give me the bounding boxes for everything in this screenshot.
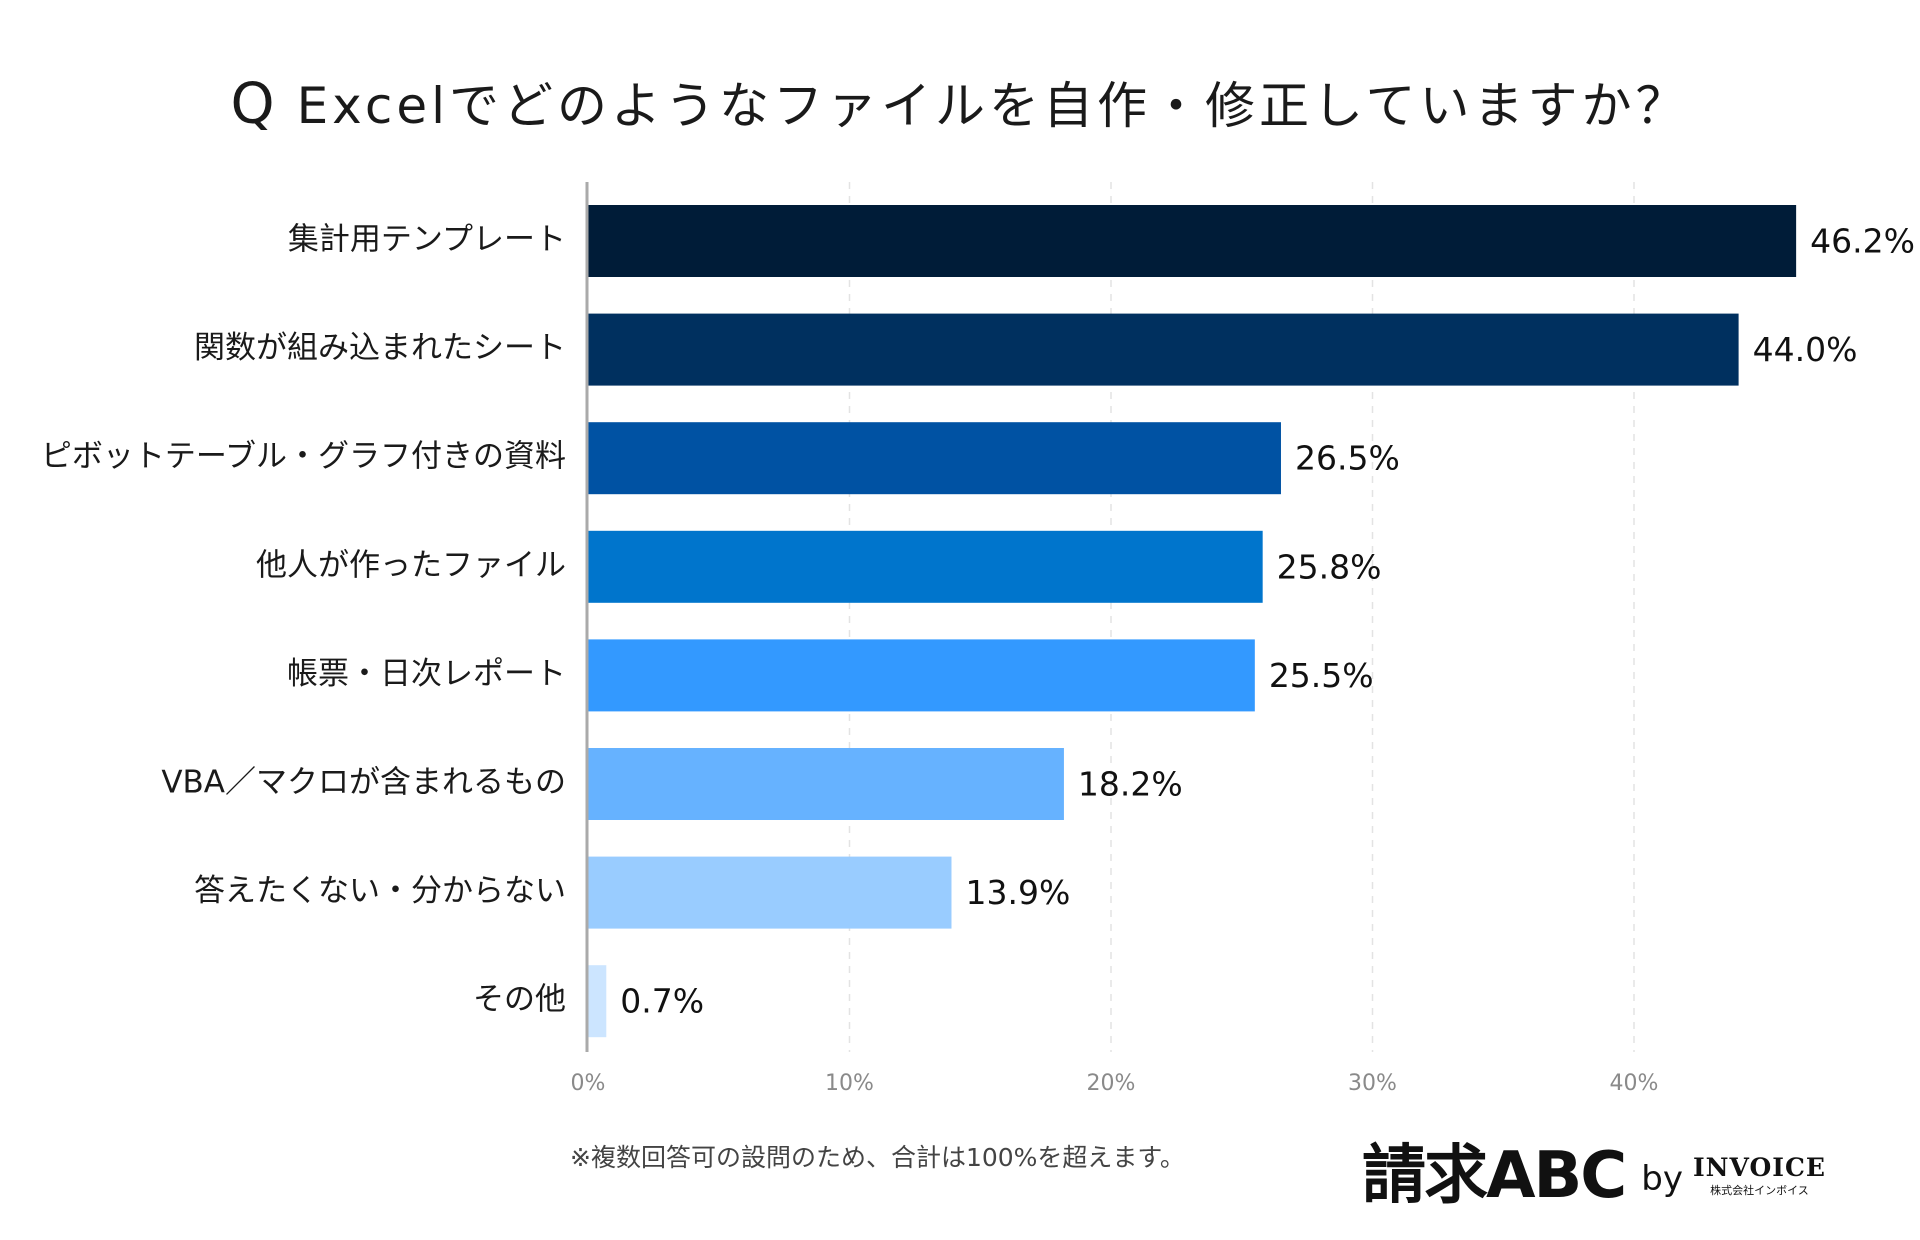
x-tick-label: 10% xyxy=(825,1071,874,1096)
category-label: 他人が作ったファイル xyxy=(256,547,566,583)
brand-logo: 請求ABC by INVOICE 株式会社インボイス xyxy=(1362,1130,1826,1213)
bar xyxy=(588,205,1797,277)
brand-company-sub: 株式会社インボイス xyxy=(1710,1183,1809,1197)
value-label: 44.0% xyxy=(1753,330,1858,369)
chart-title: Q Excelでどのようなファイルを自作・修正していますか？ xyxy=(0,66,1920,138)
question-icon: Q xyxy=(230,72,279,137)
brand-by: by xyxy=(1641,1159,1683,1199)
value-labels: 46.2% 44.0% 26.5% 25.8% 25.5% 18.2% 13.9% 0.7% xyxy=(620,222,1915,1021)
bars xyxy=(588,205,1797,1038)
category-label: 帳票・日次レポート xyxy=(287,656,566,692)
bar xyxy=(588,422,1281,495)
x-tick-label: 40% xyxy=(1610,1071,1659,1096)
bar xyxy=(588,313,1739,386)
category-label: 関数が組み込まれたシート xyxy=(194,330,566,366)
category-labels: 集計用テンプレート関数が組み込まれたシートピボットテーブル・グラフ付きの資料他人… xyxy=(41,222,566,1018)
bar xyxy=(588,965,607,1038)
x-tick-label: 30% xyxy=(1348,1071,1397,1096)
brand-company-name: INVOICE xyxy=(1692,1152,1826,1182)
x-tick-label: 0% xyxy=(571,1071,606,1096)
brand-name: 請求ABC xyxy=(1362,1139,1627,1213)
value-label: 13.9% xyxy=(965,873,1070,912)
bar xyxy=(588,639,1255,712)
brand-company: INVOICE 株式会社インボイス xyxy=(1693,1153,1826,1198)
bar xyxy=(588,530,1263,603)
value-label: 25.8% xyxy=(1277,547,1382,586)
value-label: 46.2% xyxy=(1810,222,1915,261)
category-label: VBA／マクロが含まれるもの xyxy=(161,765,566,801)
category-label: その他 xyxy=(473,982,566,1018)
bar xyxy=(588,748,1064,820)
x-tick-labels: 0% 10% 20% 30% 40% xyxy=(571,1071,1659,1096)
x-tick-label: 20% xyxy=(1087,1071,1136,1096)
value-label: 25.5% xyxy=(1269,656,1374,695)
bar xyxy=(588,856,952,929)
grid-lines xyxy=(848,182,1635,1052)
category-label: ピボットテーブル・グラフ付きの資料 xyxy=(41,439,566,475)
value-label: 18.2% xyxy=(1078,765,1183,804)
footnote: ※複数回答可の設問のため、合計は100%を超えます。 xyxy=(570,1143,1185,1172)
value-label: 26.5% xyxy=(1295,439,1400,478)
category-label: 集計用テンプレート xyxy=(288,222,566,258)
value-label: 0.7% xyxy=(620,982,704,1021)
category-label: 答えたくない・分からない xyxy=(194,873,566,909)
chart-title-text: Excelでどのようなファイルを自作・修正していますか？ xyxy=(296,77,1690,135)
